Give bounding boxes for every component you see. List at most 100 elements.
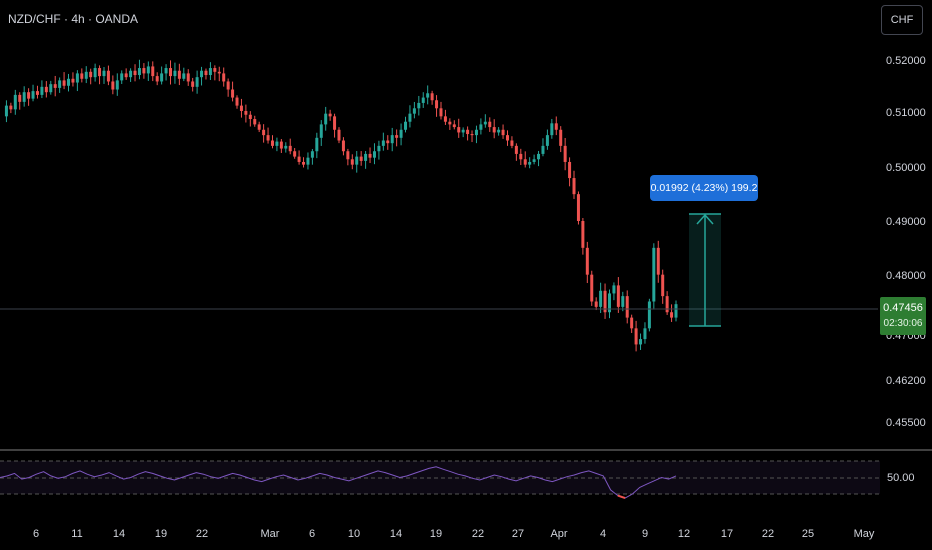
candle-body [310, 151, 314, 158]
candle-body [253, 119, 257, 125]
candle-body [497, 129, 501, 133]
candle-body [89, 71, 93, 78]
time-label: 9 [641, 528, 649, 540]
candle-body [266, 135, 270, 141]
candle-body [270, 140, 274, 146]
candle-body [49, 84, 53, 93]
candle-body [208, 68, 212, 76]
candle-body [572, 178, 576, 195]
candle-body [71, 78, 75, 83]
candle-body [430, 93, 434, 101]
candle-body [217, 71, 221, 74]
time-label: 19 [154, 528, 168, 540]
candle-body [18, 94, 22, 102]
measure-tool[interactable] [689, 213, 721, 327]
candle-body [421, 97, 425, 103]
time-label: 22 [471, 528, 485, 540]
candle-body [590, 274, 594, 302]
candle-body [346, 151, 350, 160]
candle-body [44, 86, 48, 93]
candle-body [235, 97, 239, 106]
candle-body [262, 129, 266, 136]
candle-body [412, 108, 416, 114]
candle-body [506, 135, 509, 141]
candle-body [368, 153, 372, 158]
candle-body [559, 129, 563, 146]
candle-body [333, 116, 337, 130]
candle-body [426, 93, 430, 98]
candle-body [581, 221, 585, 248]
price-label: 0.49000 [886, 216, 926, 228]
candle-body [545, 135, 549, 146]
candle-body [27, 92, 31, 99]
candle-body [22, 92, 26, 102]
candle-body [594, 301, 598, 307]
candle-body [102, 70, 106, 77]
candle-body [537, 153, 541, 160]
time-label: 22 [195, 528, 209, 540]
candle-body [435, 100, 439, 109]
candle-body [62, 80, 66, 86]
candle-body [111, 81, 115, 90]
candle-body [93, 68, 97, 78]
candle-body [169, 68, 172, 77]
candlestick-series [4, 59, 678, 352]
time-label: 25 [801, 528, 815, 540]
candle-body [386, 140, 390, 144]
symbol-label[interactable]: NZD/CHF · 4h · OANDA [8, 12, 139, 26]
candle-body [603, 290, 607, 313]
candle-body [164, 68, 168, 74]
candle-body [58, 80, 62, 88]
candle-body [226, 81, 230, 90]
candle-body [474, 129, 478, 136]
candle-body [417, 102, 421, 109]
currency-button[interactable]: CHF [881, 5, 923, 35]
candle-body [563, 145, 567, 162]
candle-body [625, 296, 629, 318]
candle-body [364, 153, 368, 161]
candle-body [466, 129, 470, 135]
candle-body [452, 124, 456, 128]
candle-body [160, 73, 164, 82]
candle-body [279, 141, 283, 149]
candle-body [541, 145, 545, 154]
time-label: May [853, 528, 875, 540]
candle-body [395, 135, 399, 138]
time-label: 10 [347, 528, 361, 540]
price-label: 0.45500 [886, 417, 926, 429]
bar-countdown: 02:30:06 [883, 318, 923, 329]
candle-body [607, 293, 611, 313]
price-label: 0.52000 [886, 55, 926, 67]
candle-body [315, 137, 319, 152]
candle-body [439, 108, 443, 117]
candle-body [377, 145, 381, 152]
candle-body [665, 296, 669, 313]
time-label: 14 [112, 528, 126, 540]
candle-body [461, 129, 465, 133]
candle-body [612, 285, 616, 294]
candle-body [510, 140, 514, 146]
candle-body [639, 339, 643, 345]
candle-body [35, 91, 39, 95]
candle-body [621, 296, 625, 307]
candle-body [359, 156, 363, 161]
time-label: 17 [720, 528, 734, 540]
candle-body [492, 127, 496, 133]
time-label: 22 [761, 528, 775, 540]
candle-body [75, 73, 79, 83]
candle-body [204, 70, 208, 76]
candle-body [239, 105, 243, 111]
candle-body [257, 124, 261, 130]
candle-body [13, 94, 17, 110]
candle-body [275, 141, 279, 146]
rsi-line [0, 466, 677, 499]
candle-body [457, 127, 461, 133]
candle-body [585, 247, 589, 275]
rsi-pane [0, 460, 880, 500]
measure-label[interactable]: 0.01992 (4.23%) 199.2 [650, 175, 758, 201]
candle-body [670, 312, 674, 318]
candle-body [98, 68, 102, 77]
candle-body [297, 156, 301, 162]
candle-body [337, 129, 341, 141]
